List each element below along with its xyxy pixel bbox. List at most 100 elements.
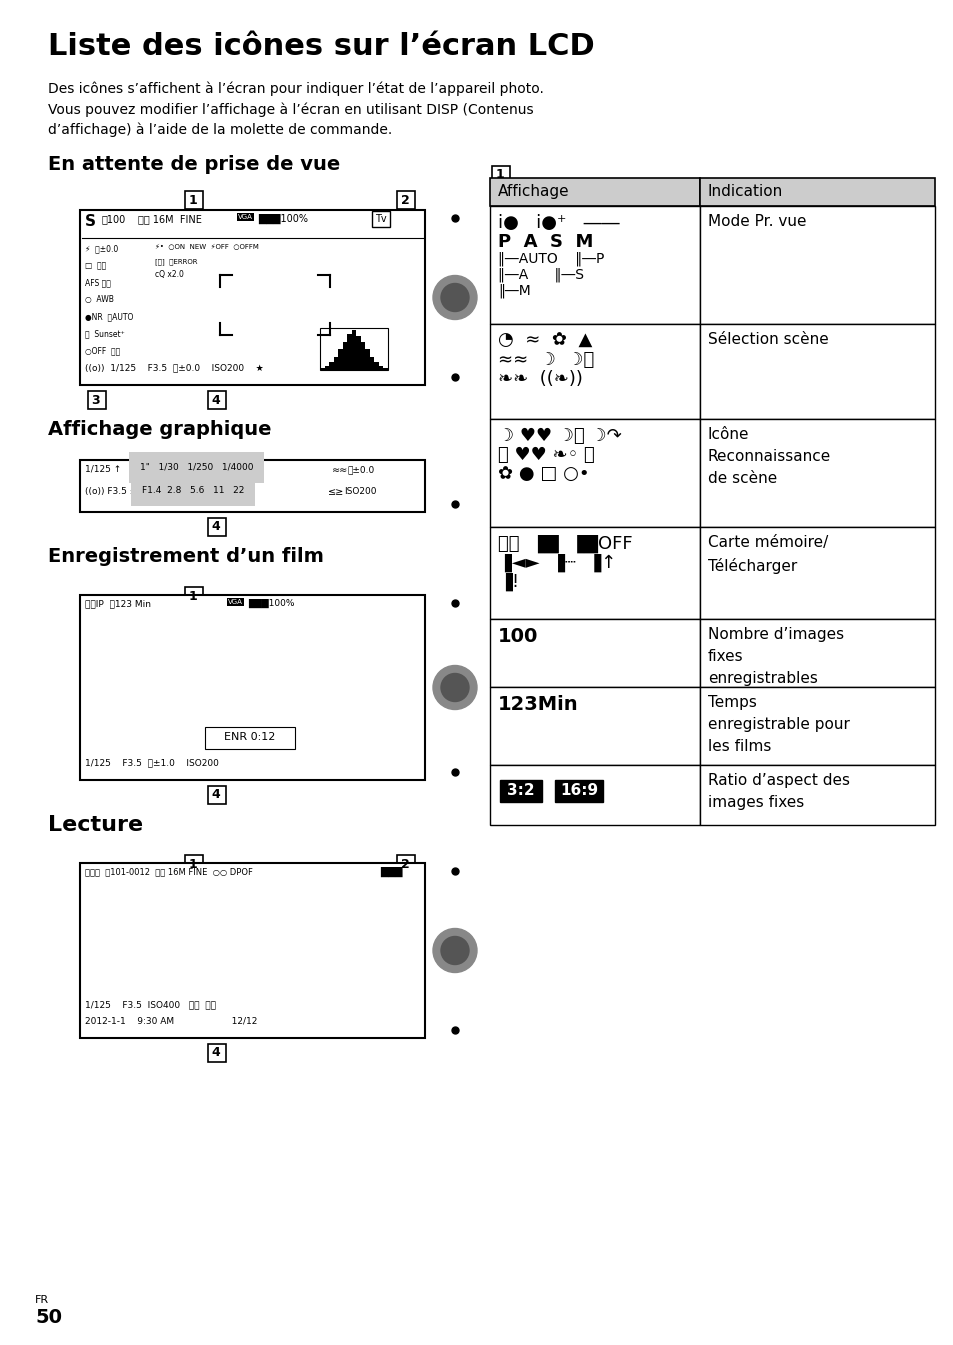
Text: 3: 3: [91, 394, 100, 406]
Text: ‖―AUTO    ‖―P: ‖―AUTO ‖―P: [497, 252, 604, 266]
Text: ‖―A      ‖―S: ‖―A ‖―S: [497, 268, 583, 282]
Bar: [334, 356, 337, 370]
Text: Des icônes s’affichent à l’écran pour indiquer l’état de l’appareil photo.
Vous : Des icônes s’affichent à l’écran pour in…: [48, 82, 543, 137]
Text: 1: 1: [189, 589, 197, 603]
Circle shape: [433, 928, 476, 972]
Text: i●   i●⁺   ――: i● i●⁺ ――: [497, 214, 619, 231]
Bar: [555, 780, 602, 802]
Text: Affichage: Affichage: [497, 184, 569, 199]
Bar: [337, 350, 342, 370]
Text: ENR 0:12: ENR 0:12: [224, 732, 275, 742]
Bar: [208, 1044, 226, 1063]
Text: ((o))  1/125    F3.5  ⬜±0.0    ISO200    ★: ((o)) 1/125 F3.5 ⬜±0.0 ISO200 ★: [85, 363, 263, 373]
Text: S: S: [85, 214, 96, 229]
Text: 1: 1: [496, 168, 504, 182]
Text: 4: 4: [212, 521, 220, 534]
Bar: [490, 687, 700, 765]
Bar: [490, 178, 700, 206]
Text: 2: 2: [400, 858, 409, 870]
Text: ⬜  Sunset⁺: ⬜ Sunset⁺: [85, 330, 125, 338]
Text: En attente de prise de vue: En attente de prise de vue: [48, 155, 340, 174]
Text: 1/125    F3.5  ISO400   ⬜⬜  ⬜⬜: 1/125 F3.5 ISO400 ⬜⬜ ⬜⬜: [85, 999, 215, 1009]
Text: Icône
Reconnaissance
de scène: Icône Reconnaissance de scène: [707, 426, 830, 487]
Text: ○OFF  ⬜⬜: ○OFF ⬜⬜: [85, 346, 120, 355]
Bar: [208, 785, 226, 804]
Text: 1"   1/30   1/250   1/4000: 1" 1/30 1/250 1/4000: [140, 463, 253, 472]
Bar: [360, 342, 365, 370]
Text: ISO200: ISO200: [344, 487, 376, 496]
Text: ✿ ● □ ○•: ✿ ● □ ○•: [497, 465, 589, 483]
Bar: [396, 855, 415, 873]
Text: 123Min: 123Min: [497, 695, 578, 714]
Text: ●NR  ⬜AUTO: ●NR ⬜AUTO: [85, 312, 133, 321]
Circle shape: [440, 936, 469, 964]
Text: Lecture: Lecture: [48, 815, 143, 835]
Text: ☽ ♥♥ ☽✋ ☽↷: ☽ ♥♥ ☽✋ ☽↷: [497, 426, 621, 445]
Bar: [700, 687, 934, 765]
Bar: [208, 518, 226, 537]
Text: ███100%: ███100%: [257, 214, 308, 225]
Bar: [80, 210, 424, 385]
Bar: [185, 191, 203, 208]
Bar: [374, 362, 378, 370]
Bar: [88, 391, 106, 409]
Text: □  ⬜⬜: □ ⬜⬜: [85, 261, 106, 270]
Text: Sélection scène: Sélection scène: [707, 332, 828, 347]
Text: VGA: VGA: [237, 214, 253, 221]
Text: 2: 2: [400, 194, 409, 207]
Circle shape: [433, 666, 476, 710]
Text: ⬜⬜ 16M  FINE: ⬜⬜ 16M FINE: [138, 214, 202, 225]
Text: VGA: VGA: [228, 599, 243, 605]
Text: 1: 1: [189, 194, 197, 207]
Text: 100: 100: [497, 627, 537, 646]
Bar: [490, 619, 700, 687]
Text: ≈≈  ☽  ☽✋: ≈≈ ☽ ☽✋: [497, 351, 594, 369]
Bar: [700, 178, 934, 206]
Bar: [370, 356, 374, 370]
Text: Temps
enregistrable pour
les films: Temps enregistrable pour les films: [707, 695, 849, 755]
Bar: [383, 369, 388, 370]
Text: Carte mémoire/
Télécharger: Carte mémoire/ Télécharger: [707, 535, 827, 574]
Bar: [490, 765, 700, 824]
Bar: [499, 780, 541, 802]
Text: Enregistrement d’un film: Enregistrement d’un film: [48, 547, 323, 566]
Bar: [700, 619, 934, 687]
Text: Liste des icônes sur l’écran LCD: Liste des icônes sur l’écran LCD: [48, 32, 594, 61]
Bar: [700, 420, 934, 527]
Bar: [205, 728, 294, 749]
Bar: [324, 366, 329, 370]
Bar: [347, 334, 352, 370]
Bar: [490, 324, 700, 420]
Text: ⚡  ⬜±0.0: ⚡ ⬜±0.0: [85, 243, 118, 253]
Text: ⬜⬜IP  ⬜123 Min: ⬜⬜IP ⬜123 Min: [85, 599, 151, 608]
Bar: [319, 328, 388, 370]
Bar: [378, 366, 383, 370]
Bar: [490, 206, 700, 324]
Text: ≈≈: ≈≈: [332, 465, 348, 475]
Text: ⬜⬜  ▐█  ▐█OFF: ⬜⬜ ▐█ ▐█OFF: [497, 535, 632, 553]
Text: Nombre d’images
fixes
enregistrables: Nombre d’images fixes enregistrables: [707, 627, 843, 686]
Bar: [352, 330, 355, 370]
Text: cQ x2.0: cQ x2.0: [154, 270, 184, 278]
Text: ⬜100: ⬜100: [102, 214, 126, 225]
Text: ███: ███: [379, 868, 402, 877]
Bar: [185, 586, 203, 605]
Text: ≤≥: ≤≥: [328, 487, 344, 498]
Circle shape: [440, 284, 469, 312]
Text: 4: 4: [212, 788, 220, 802]
Text: ▐!: ▐!: [497, 573, 518, 592]
Text: ⬜ ♥♥ ❧◦ ⬜: ⬜ ♥♥ ❧◦ ⬜: [497, 447, 594, 464]
Text: 1: 1: [189, 858, 197, 870]
Text: ▐◄►  ▐┈  ▐↑: ▐◄► ▐┈ ▐↑: [497, 554, 616, 573]
Bar: [490, 420, 700, 527]
Text: ⬜⬜⬜  ⬜101-0012  ⬜⬜ 16M FINE  ○○ DPOF: ⬜⬜⬜ ⬜101-0012 ⬜⬜ 16M FINE ○○ DPOF: [85, 868, 253, 876]
Text: F1.4  2.8   5.6   11   22: F1.4 2.8 5.6 11 22: [142, 486, 244, 495]
Text: 1/125    F3.5  ⬜±1.0    ISO200: 1/125 F3.5 ⬜±1.0 ISO200: [85, 759, 218, 767]
Text: ‖―M: ‖―M: [497, 284, 530, 299]
Bar: [355, 336, 360, 370]
Text: ⚡•  ○ON  NEW  ⚡OFF  ○OFFM: ⚡• ○ON NEW ⚡OFF ○OFFM: [154, 243, 258, 250]
Bar: [319, 369, 324, 370]
Bar: [396, 191, 415, 208]
Text: ((o)) F3.5 ≤: ((o)) F3.5 ≤: [85, 487, 137, 496]
Text: Indication: Indication: [707, 184, 782, 199]
